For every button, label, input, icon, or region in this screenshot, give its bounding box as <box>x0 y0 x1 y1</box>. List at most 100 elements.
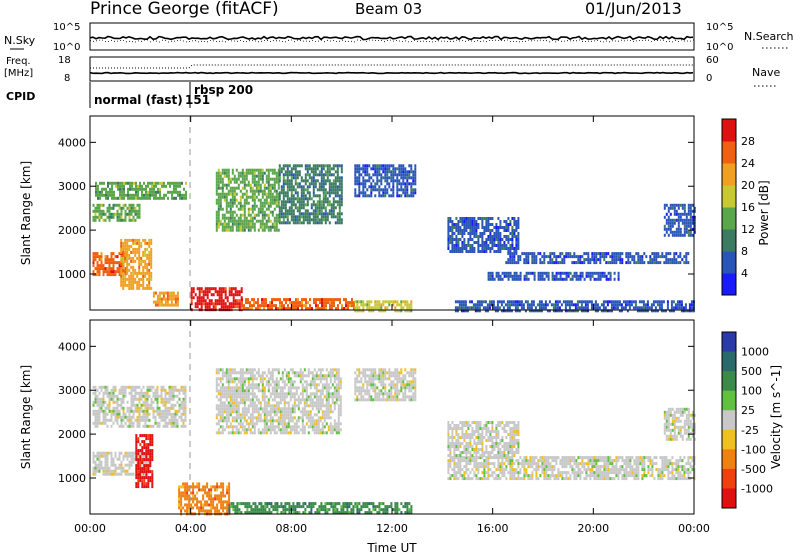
xtick-label-5: 20:00 <box>577 522 609 535</box>
nsearch-trace <box>90 39 694 43</box>
nsky-tick-top: 10^5 <box>53 22 80 33</box>
power-echo-region-10 <box>354 164 417 198</box>
velocity-colorbar-swatch-1 <box>722 351 736 372</box>
velocity-colorbar-swatch-4 <box>722 410 736 431</box>
velocity-echo-region-6 <box>354 368 417 402</box>
velocity-colorbar-swatch-6 <box>722 449 736 470</box>
nsky-trace <box>89 35 694 41</box>
power-echo-region-8 <box>215 168 280 232</box>
power-colorbar-swatch-4 <box>722 185 736 208</box>
xtick-label-0: 00:00 <box>74 522 106 535</box>
time-x-ticks: 00:00 04:00 08:00 12:00 16:00 20:00 00:00 <box>74 116 710 535</box>
velocity-colorbar-swatch-7 <box>722 468 736 489</box>
velocity-colorbar-swatch-2 <box>722 371 736 392</box>
power-colorbar-label: Power [dB] <box>757 180 771 245</box>
velocity-colorbar-tick-4: -25 <box>741 424 759 437</box>
power-colorbar-swatch-0 <box>722 273 736 296</box>
freq-frame <box>89 56 695 82</box>
power-echo-region-5 <box>190 287 243 312</box>
velocity-echo-region-2 <box>92 385 187 428</box>
power-ytick-label-0: 1000 <box>58 268 86 281</box>
velocity-y-ticks: 1000 2000 3000 4000 <box>58 340 694 485</box>
velocity-colorbar-tick-3: 25 <box>741 404 755 417</box>
velocity-ytick-label-2: 3000 <box>58 384 86 397</box>
nsky-panel: N.Sky 10^5 10^0 10^5 10^0 N.Search <box>4 22 794 53</box>
nsearch-tick-bottom: 10^0 <box>706 42 733 53</box>
velocity-panel: 1000 2000 3000 4000 Slant Range [km] 1000 50… <box>19 319 783 516</box>
velocity-colorbar-swatch-3 <box>722 390 736 411</box>
velocity-colorbar-swatch-8 <box>722 488 736 509</box>
velocity-colorbar-swatch-5 <box>722 429 736 450</box>
velocity-ytick-label-3: 4000 <box>58 340 86 353</box>
power-colorbar-tick-5: 24 <box>741 157 755 170</box>
velocity-colorbar-frame <box>721 331 737 509</box>
velocity-colorbar-label: Velocity [m s^-1] <box>769 365 783 469</box>
power-colorbar-swatch-5 <box>722 163 736 186</box>
freq-panel: Freq. [MHz] 18 8 60 0 Nave <box>4 55 780 87</box>
velocity-colorbar-tick-1: 500 <box>741 365 762 378</box>
power-colorbar: 4 8 12 16 20 24 28 <box>721 118 755 296</box>
velocity-echo-region-5 <box>215 368 342 435</box>
xtick-label-1: 04:00 <box>175 522 207 535</box>
velocity-colorbar-tick-7: -1000 <box>741 482 773 495</box>
power-y-ticks: 1000 2000 3000 4000 <box>58 136 694 281</box>
velocity-colorbar-swatch-0 <box>722 332 736 353</box>
power-colorbar-swatch-6 <box>722 141 736 164</box>
xtick-label-6: 00:00 <box>678 522 710 535</box>
cpid-mode-2-name: rbsp <box>194 83 225 97</box>
power-frame <box>89 115 695 311</box>
velocity-echo-region-4 <box>228 502 413 515</box>
power-colorbar-tick-6: 28 <box>741 135 755 148</box>
cpid-mode-1-id: 151 <box>185 93 210 107</box>
velocity-ytick-label-0: 1000 <box>58 472 86 485</box>
power-colorbar-tick-0: 4 <box>741 267 748 280</box>
power-ylabel: Slant Range [km] <box>19 161 33 265</box>
nave-tick-bottom: 0 <box>706 73 712 84</box>
power-echo-region-3 <box>95 181 187 200</box>
power-echo-data <box>92 164 696 313</box>
cpid-mode-2-id: 200 <box>228 83 253 97</box>
velocity-ylabel: Slant Range [km] <box>19 365 33 469</box>
nsky-frame <box>89 22 695 51</box>
nave-label: Nave <box>752 66 780 79</box>
freq-tick-bottom: 8 <box>64 73 70 84</box>
velocity-echo-region-9 <box>663 407 696 441</box>
power-colorbar-tick-1: 8 <box>741 245 748 258</box>
nsearch-tick-top: 10^5 <box>706 22 733 33</box>
power-echo-region-14 <box>663 203 696 237</box>
nsky-label: N.Sky <box>4 34 36 47</box>
freq-tick-top: 18 <box>58 55 71 66</box>
power-colorbar-tick-2: 12 <box>741 223 755 236</box>
velocity-ytick-label-1: 2000 <box>58 428 86 441</box>
freq-label: Freq. <box>6 56 31 67</box>
power-colorbar-frame <box>721 118 737 296</box>
beam-label: Beam 03 <box>355 0 422 18</box>
power-echo-region-1 <box>120 238 153 290</box>
freq-unit: [MHz] <box>4 68 33 79</box>
power-ytick-label-1: 2000 <box>58 224 86 237</box>
power-colorbar-swatch-2 <box>722 229 736 252</box>
velocity-colorbar-tick-5: -100 <box>741 443 766 456</box>
cpid-panel: CPID normal (fast) 151 rbsp 200 <box>6 82 253 108</box>
cpid-label: CPID <box>6 90 35 103</box>
velocity-colorbar-tick-6: -500 <box>741 463 766 476</box>
power-colorbar-swatch-3 <box>722 207 736 230</box>
power-echo-region-2 <box>92 203 141 222</box>
power-panel: 1000 2000 3000 4000 Slant Range [km] 4 8 12 16… <box>19 115 771 313</box>
nsearch-label: N.Search <box>744 30 794 43</box>
power-echo-region-7 <box>354 300 413 313</box>
velocity-colorbar: 1000 500 100 25 -25 -100 -500 -1000 <box>721 331 773 509</box>
power-echo-region-13 <box>487 271 620 281</box>
station-title: Prince George (fitACF) <box>90 0 279 19</box>
power-echo-region-11 <box>447 217 520 253</box>
power-ytick-label-2: 3000 <box>58 180 86 193</box>
power-colorbar-tick-3: 16 <box>741 201 755 214</box>
velocity-echo-region-7 <box>447 456 696 481</box>
power-echo-region-4 <box>152 291 179 307</box>
nsky-tick-bottom: 10^0 <box>53 42 80 53</box>
power-colorbar-swatch-7 <box>722 119 736 142</box>
velocity-colorbar-tick-0: 1000 <box>741 346 769 359</box>
power-echo-region-9 <box>278 164 343 225</box>
power-colorbar-tick-4: 20 <box>741 179 755 192</box>
